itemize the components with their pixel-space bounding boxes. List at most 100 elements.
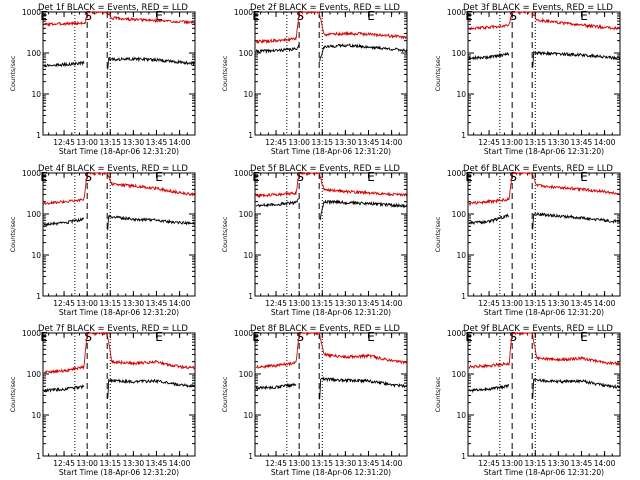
panel-title: Det 7f BLACK = Events, RED = LLD <box>38 324 188 334</box>
x-axis-label: Start Time (18-Apr-06 12:31:20) <box>271 468 391 477</box>
panel-title: Det 8f BLACK = Events, RED = LLD <box>250 324 400 334</box>
event-marker-label: S <box>509 9 517 23</box>
x-tick-label: 13:00 <box>288 459 310 468</box>
y-tick-label: 10 <box>31 411 41 420</box>
y-tick-label: 1000 <box>22 169 41 178</box>
y-tick-label: 10 <box>243 90 253 99</box>
events-series-line <box>255 376 407 400</box>
y-tick-label: 1000 <box>447 8 466 17</box>
detector-panel: Det 9f BLACK = Events, RED = LLD 1 10 100 10… <box>434 324 621 477</box>
y-tick-label: 10 <box>456 251 466 260</box>
x-tick-label: 14:00 <box>594 459 616 468</box>
y-tick-label: 1 <box>36 131 41 140</box>
detector-panel: Det 4f BLACK = Events, RED = LLD 1 10 100 10… <box>9 164 196 317</box>
y-tick-label: 1 <box>248 452 253 461</box>
plot-frame <box>467 332 621 457</box>
event-marker-label: E <box>252 170 260 184</box>
y-axis-label: Counts/sec <box>434 55 442 91</box>
lld-series-line <box>255 171 407 199</box>
y-axis-label: Counts/sec <box>434 216 442 252</box>
lld-series-line <box>43 10 195 27</box>
event-marker-label: E <box>40 330 48 344</box>
x-tick-label: 14:00 <box>594 138 616 147</box>
x-tick-label: 13:30 <box>335 459 357 468</box>
event-marker-label: E <box>155 9 163 23</box>
x-tick-label: 12:45 <box>265 459 287 468</box>
y-tick-label: 1 <box>461 292 466 301</box>
event-marker-label: E <box>155 170 163 184</box>
detector-panel: Det 1f BLACK = Events, RED = LLD 1 10 100 10… <box>9 3 196 156</box>
y-tick-label: 100 <box>452 210 467 219</box>
y-tick-label: 10 <box>31 251 41 260</box>
events-series-line <box>255 42 407 62</box>
event-marker-label: E <box>367 170 375 184</box>
x-tick-label: 13:00 <box>501 138 523 147</box>
x-tick-label: 14:00 <box>381 138 403 147</box>
x-tick-label: 13:45 <box>358 459 380 468</box>
y-axis-label: Counts/sec <box>9 216 17 252</box>
events-series-line <box>255 198 407 221</box>
event-marker-label: E <box>580 330 588 344</box>
detector-panel: Det 7f BLACK = Events, RED = LLD 1 10 100 10… <box>9 324 196 477</box>
event-marker-label: S <box>509 330 517 344</box>
x-tick-label: 13:15 <box>99 459 121 468</box>
x-tick-label: 12:45 <box>478 138 500 147</box>
events-series-line <box>43 378 195 399</box>
y-tick-label: 100 <box>27 49 42 58</box>
lld-series-line <box>43 171 195 206</box>
event-marker-label: S <box>296 170 304 184</box>
y-tick-label: 10 <box>456 90 466 99</box>
y-tick-label: 1000 <box>234 169 253 178</box>
y-tick-label: 100 <box>239 49 254 58</box>
lld-series-line <box>468 11 620 31</box>
x-tick-label: 13:45 <box>571 459 593 468</box>
x-tick-label: 14:00 <box>594 299 616 308</box>
detector-panel: Det 5f BLACK = Events, RED = LLD 1 10 100 10… <box>221 164 408 317</box>
x-tick-label: 13:15 <box>311 299 333 308</box>
y-tick-label: 1000 <box>22 8 41 17</box>
plot-frame <box>42 11 196 136</box>
event-marker-label: E <box>580 9 588 23</box>
y-tick-label: 10 <box>456 411 466 420</box>
x-axis-label: Start Time (18-Apr-06 12:31:20) <box>271 147 391 156</box>
events-series-line <box>43 214 195 231</box>
panel-title: Det 5f BLACK = Events, RED = LLD <box>250 164 400 174</box>
x-tick-label: 13:30 <box>123 299 145 308</box>
y-axis-label: Counts/sec <box>9 376 17 412</box>
lld-series-line <box>255 331 407 370</box>
x-axis-label: Start Time (18-Apr-06 12:31:20) <box>59 468 179 477</box>
plot-frame <box>254 172 408 297</box>
x-tick-label: 14:00 <box>169 299 191 308</box>
event-marker-label: E <box>40 170 48 184</box>
events-series-line <box>468 378 620 399</box>
y-tick-label: 1 <box>461 452 466 461</box>
event-marker-label: E <box>465 170 473 184</box>
x-tick-label: 13:15 <box>311 138 333 147</box>
x-tick-label: 14:00 <box>381 459 403 468</box>
event-marker-label: E <box>252 9 260 23</box>
x-tick-label: 12:45 <box>265 299 287 308</box>
lld-series-line <box>468 171 620 207</box>
detector-panel: Det 2f BLACK = Events, RED = LLD 1 10 100 10… <box>221 3 408 156</box>
x-tick-label: 13:30 <box>123 459 145 468</box>
panel-title: Det 9f BLACK = Events, RED = LLD <box>463 324 613 334</box>
plot-frame <box>254 332 408 457</box>
y-tick-label: 1000 <box>447 169 466 178</box>
event-marker-label: E <box>367 9 375 23</box>
event-marker-label: E <box>367 330 375 344</box>
panel-title: Det 6f BLACK = Events, RED = LLD <box>463 164 613 174</box>
event-marker-label: E <box>155 330 163 344</box>
x-tick-label: 12:45 <box>265 138 287 147</box>
x-tick-label: 13:45 <box>571 138 593 147</box>
event-marker-label: E <box>252 330 260 344</box>
x-tick-label: 14:00 <box>169 459 191 468</box>
x-tick-label: 13:00 <box>501 299 523 308</box>
panel-title: Det 4f BLACK = Events, RED = LLD <box>38 164 188 174</box>
y-tick-label: 1000 <box>234 8 253 17</box>
x-tick-label: 13:15 <box>99 299 121 308</box>
y-tick-label: 1 <box>36 292 41 301</box>
y-tick-label: 100 <box>452 49 467 58</box>
x-tick-label: 12:45 <box>53 299 75 308</box>
x-tick-label: 13:30 <box>335 138 357 147</box>
